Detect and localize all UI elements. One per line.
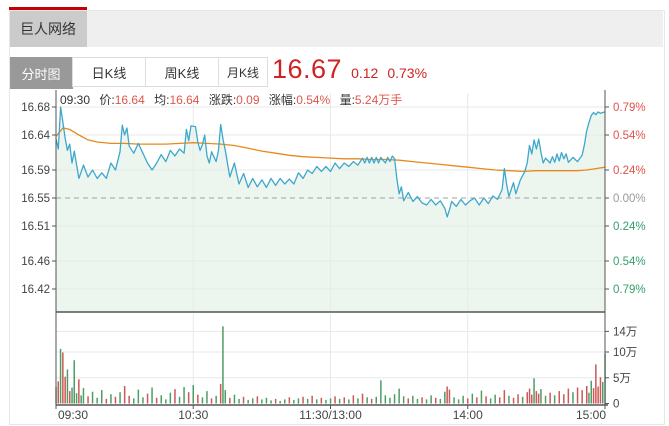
chart-type-tabbar: 分时图 日K线 周K线 月K线 — [9, 57, 268, 89]
volume-axis-label: 10万 — [613, 347, 637, 359]
pct-axis-label: 0.54% — [613, 256, 646, 268]
stock-name: 巨人网络 — [20, 20, 76, 37]
volume-axis-label: 0 — [613, 399, 619, 411]
time-axis-label: 15:00 — [576, 408, 606, 422]
readout-price: 16.64 — [114, 93, 145, 107]
tab-intraday[interactable]: 分时图 — [9, 57, 73, 89]
price-axis-label: 16.42 — [21, 284, 50, 296]
last-price: 16.67 — [272, 54, 343, 84]
vol-axis-labels: 14万 10万 5万 0 — [605, 326, 637, 411]
pct-axis-label: 0.54% — [613, 130, 646, 142]
price-axis-label: 16.55 — [21, 193, 50, 205]
readout-price-label: 价: — [99, 93, 115, 107]
pct-axis-label: 0.79% — [613, 284, 646, 296]
active-tab-accent — [9, 7, 87, 10]
price-axis-labels: 16.68 16.64 16.59 16.55 16.51 16.46 16.42 — [21, 102, 56, 296]
price-axis-label: 16.64 — [21, 130, 50, 142]
volume-axis-label: 5万 — [613, 373, 631, 385]
avg-line — [55, 127, 606, 173]
readout-avg: 16.64 — [169, 93, 200, 107]
cursor-readout: 09:30 价:16.64 均:16.64 涨跌:0.09 涨幅:0.54% 量… — [60, 91, 402, 108]
header-strip — [9, 10, 663, 47]
readout-vol-label: 量: — [339, 93, 355, 107]
tab-monthly-k[interactable]: 月K线 — [218, 57, 268, 87]
readout-chg: 0.09 — [236, 93, 260, 107]
price-line — [55, 106, 606, 218]
price-change: 0.12 — [351, 65, 379, 81]
readout-chg-label: 涨跌: — [208, 93, 237, 107]
volume-bars — [55, 326, 606, 404]
stock-title-tab[interactable]: 巨人网络 — [9, 10, 87, 47]
readout-pct-label: 涨幅: — [268, 93, 297, 107]
price-axis-label: 16.68 — [21, 102, 50, 114]
time-axis-label: 11:30/13:00 — [299, 408, 362, 422]
axis-frame — [55, 90, 608, 406]
quote-display: 16.67 0.12 0.73% — [272, 54, 427, 85]
readout-pct: 0.54% — [296, 93, 331, 107]
time-axis-label: 10:30 — [178, 408, 208, 422]
price-axis-label: 16.46 — [21, 256, 50, 268]
volume-axis-label: 14万 — [613, 326, 637, 338]
time-axis-label: 14:00 — [453, 408, 483, 422]
x-axis-labels: 09:30 10:30 11:30/13:00 14:00 15:00 — [55, 405, 606, 422]
tab-weekly-k[interactable]: 周K线 — [145, 57, 219, 87]
price-axis-label: 16.59 — [21, 165, 50, 177]
grid-lines — [56, 93, 605, 405]
pct-axis-label: 0.79% — [613, 102, 646, 114]
readout-avg-label: 均: — [154, 93, 170, 107]
readout-vol: 5.24万手 — [354, 93, 403, 107]
pct-axis-labels: 0.79% 0.54% 0.24% 0.00% 0.24% 0.54% 0.79% — [605, 102, 646, 296]
pct-axis-label: 0.24% — [613, 165, 646, 177]
price-axis-label: 16.51 — [21, 221, 50, 233]
time-axis-label: 09:30 — [58, 408, 88, 422]
readout-time: 09:30 — [60, 93, 91, 107]
pct-axis-label: 0.00% — [613, 193, 646, 205]
pct-axis-label: 0.24% — [613, 221, 646, 233]
price-change-pct: 0.73% — [387, 65, 428, 81]
